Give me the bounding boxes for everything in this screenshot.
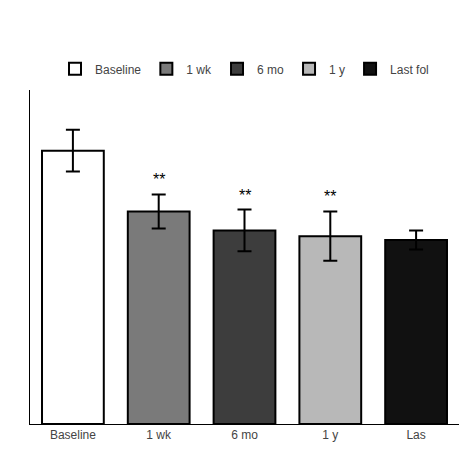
svg-text:1 wk: 1 wk (186, 63, 212, 77)
svg-text:6 mo: 6 mo (231, 428, 258, 442)
svg-text:Last fol: Last fol (390, 63, 429, 77)
svg-text:**: ** (153, 171, 165, 188)
svg-text:1 wk: 1 wk (146, 428, 172, 442)
svg-text:Baseline: Baseline (95, 63, 141, 77)
svg-text:**: ** (239, 187, 251, 204)
svg-text:Baseline: Baseline (50, 428, 96, 442)
svg-text:Las: Las (406, 428, 425, 442)
svg-text:6 mo: 6 mo (257, 63, 284, 77)
svg-text:1 y: 1 y (329, 63, 345, 77)
svg-text:**: ** (324, 188, 336, 205)
svg-text:1 y: 1 y (322, 428, 338, 442)
